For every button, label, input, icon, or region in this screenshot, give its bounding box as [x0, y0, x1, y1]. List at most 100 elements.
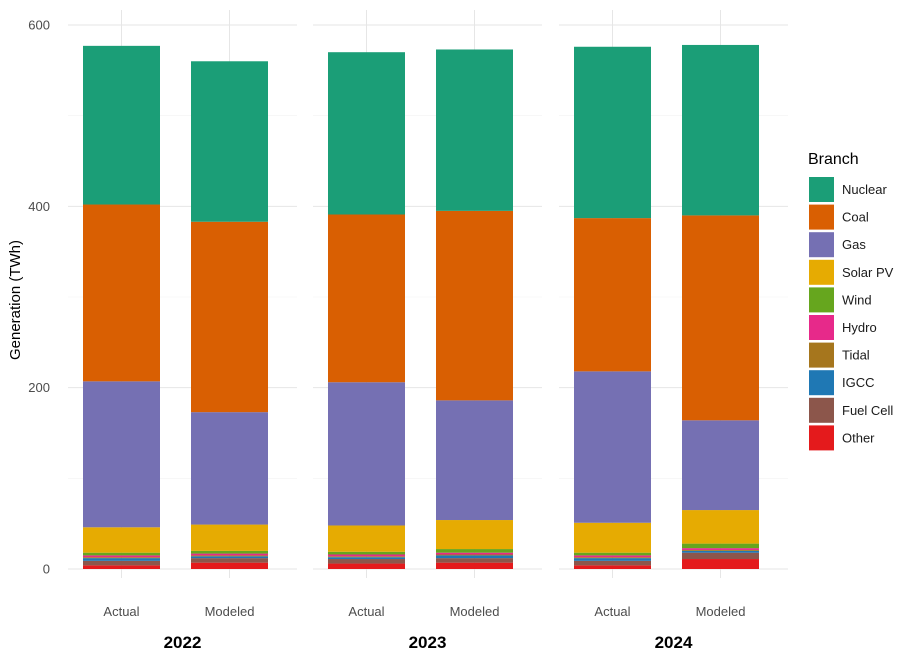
bar-segment-gas: [574, 371, 651, 523]
bar-segment-tidal: [191, 555, 268, 557]
x-tick-label: Actual: [103, 604, 139, 619]
bar-segment-hydro: [574, 555, 651, 558]
bar-segment-other: [191, 562, 268, 569]
bar-segment-fuel-cell: [83, 560, 160, 566]
bar-segment-nuclear: [83, 45, 160, 205]
bar-segment-gas: [328, 382, 405, 526]
bar-segment-igcc: [436, 555, 513, 559]
bar-segment-fuel-cell: [191, 558, 268, 563]
facet-label: 2022: [164, 633, 202, 652]
bar-segment-tidal: [682, 549, 759, 551]
bar-segment-igcc: [191, 556, 268, 559]
x-tick-label: Actual: [348, 604, 384, 619]
bar-segment-coal: [328, 214, 405, 383]
bar-segment-nuclear: [682, 44, 759, 216]
bar-segment-other: [682, 559, 759, 569]
legend-key: [809, 342, 834, 368]
bar-segment-other: [328, 563, 405, 569]
legend-key: [809, 287, 834, 313]
bar-2023-modeled: [436, 49, 513, 569]
bar-segment-igcc: [574, 558, 651, 561]
bar-segment-igcc: [682, 550, 759, 553]
bar-segment-coal: [191, 221, 268, 413]
bar-segment-tidal: [83, 557, 160, 559]
legend-item-solar-pv: Solar PV: [809, 259, 894, 285]
facet-label: 2023: [409, 633, 447, 652]
legend-label: Fuel Cell: [842, 403, 893, 418]
bar-2022-actual: [83, 45, 160, 569]
bar-segment-wind: [436, 549, 513, 553]
legend-key: [809, 232, 834, 258]
bar-segment-hydro: [682, 548, 759, 550]
bar-segment-tidal: [436, 554, 513, 556]
bar-2023-actual: [328, 52, 405, 569]
legend-label: Wind: [842, 292, 872, 307]
legend-item-tidal: Tidal: [809, 342, 870, 368]
bar-segment-igcc: [328, 557, 405, 560]
bar-segment-hydro: [83, 555, 160, 558]
bar-segment-nuclear: [191, 61, 268, 222]
legend-item-nuclear: Nuclear: [809, 177, 887, 202]
legend-item-fuel-cell: Fuel Cell: [809, 397, 893, 423]
y-axis-ticks: 0 200 400 600: [28, 18, 50, 577]
bar-segment-other: [436, 562, 513, 569]
legend-label: Tidal: [842, 348, 870, 363]
x-tick-label: Modeled: [450, 604, 500, 619]
legend-item-coal: Coal: [809, 204, 869, 230]
legend-label: Coal: [842, 210, 869, 225]
bar-segment-fuel-cell: [328, 559, 405, 564]
bar-segment-nuclear: [328, 52, 405, 215]
y-tick-label: 400: [28, 199, 50, 214]
legend-key: [809, 204, 834, 230]
legend-item-other: Other: [809, 425, 875, 451]
bar-segment-gas: [682, 420, 759, 511]
y-axis-label: Generation (TWh): [7, 240, 24, 360]
bar-segment-gas: [436, 400, 513, 521]
legend-item-wind: Wind: [809, 287, 872, 313]
bar-segment-tidal: [574, 557, 651, 559]
legend-label: IGCC: [842, 375, 875, 390]
bar-segment-fuel-cell: [682, 552, 759, 560]
legend-label: Hydro: [842, 320, 877, 335]
y-tick-label: 0: [43, 562, 50, 577]
legend-item-igcc: IGCC: [809, 370, 875, 396]
bar-segment-fuel-cell: [436, 558, 513, 563]
legend-item-hydro: Hydro: [809, 315, 877, 340]
bar-segment-solar-pv: [574, 522, 651, 553]
bar-2022-modeled: [191, 61, 268, 569]
x-tick-label: Modeled: [205, 604, 255, 619]
bar-segment-wind: [574, 552, 651, 556]
bar-segment-tidal: [328, 556, 405, 558]
y-tick-label: 600: [28, 18, 50, 33]
bar-segment-hydro: [191, 553, 268, 556]
bar-segment-nuclear: [574, 46, 651, 219]
bar-segment-wind: [83, 552, 160, 556]
legend-label: Other: [842, 430, 875, 445]
legend-key: [809, 397, 834, 423]
bar-segment-gas: [191, 412, 268, 525]
bar-segment-nuclear: [436, 49, 513, 211]
bar-segment-solar-pv: [328, 525, 405, 552]
bar-segment-solar-pv: [682, 510, 759, 544]
legend-key: [809, 370, 834, 396]
bar-segment-solar-pv: [436, 520, 513, 550]
bar-segment-coal: [682, 215, 759, 421]
legend-key: [809, 259, 834, 285]
bar-segment-other: [574, 565, 651, 569]
x-tick-label: Actual: [594, 604, 630, 619]
x-tick-label: Modeled: [696, 604, 746, 619]
bar-segment-wind: [682, 543, 759, 549]
bar-segment-hydro: [328, 554, 405, 557]
facet-label: 2024: [655, 633, 693, 652]
bar-segment-gas: [83, 381, 160, 528]
bar-segment-solar-pv: [83, 527, 160, 553]
legend-key: [809, 425, 834, 451]
bar-segment-wind: [328, 551, 405, 555]
bar-segment-coal: [83, 204, 160, 382]
legend-label: Gas: [842, 237, 866, 252]
bar-segment-wind: [191, 550, 268, 554]
